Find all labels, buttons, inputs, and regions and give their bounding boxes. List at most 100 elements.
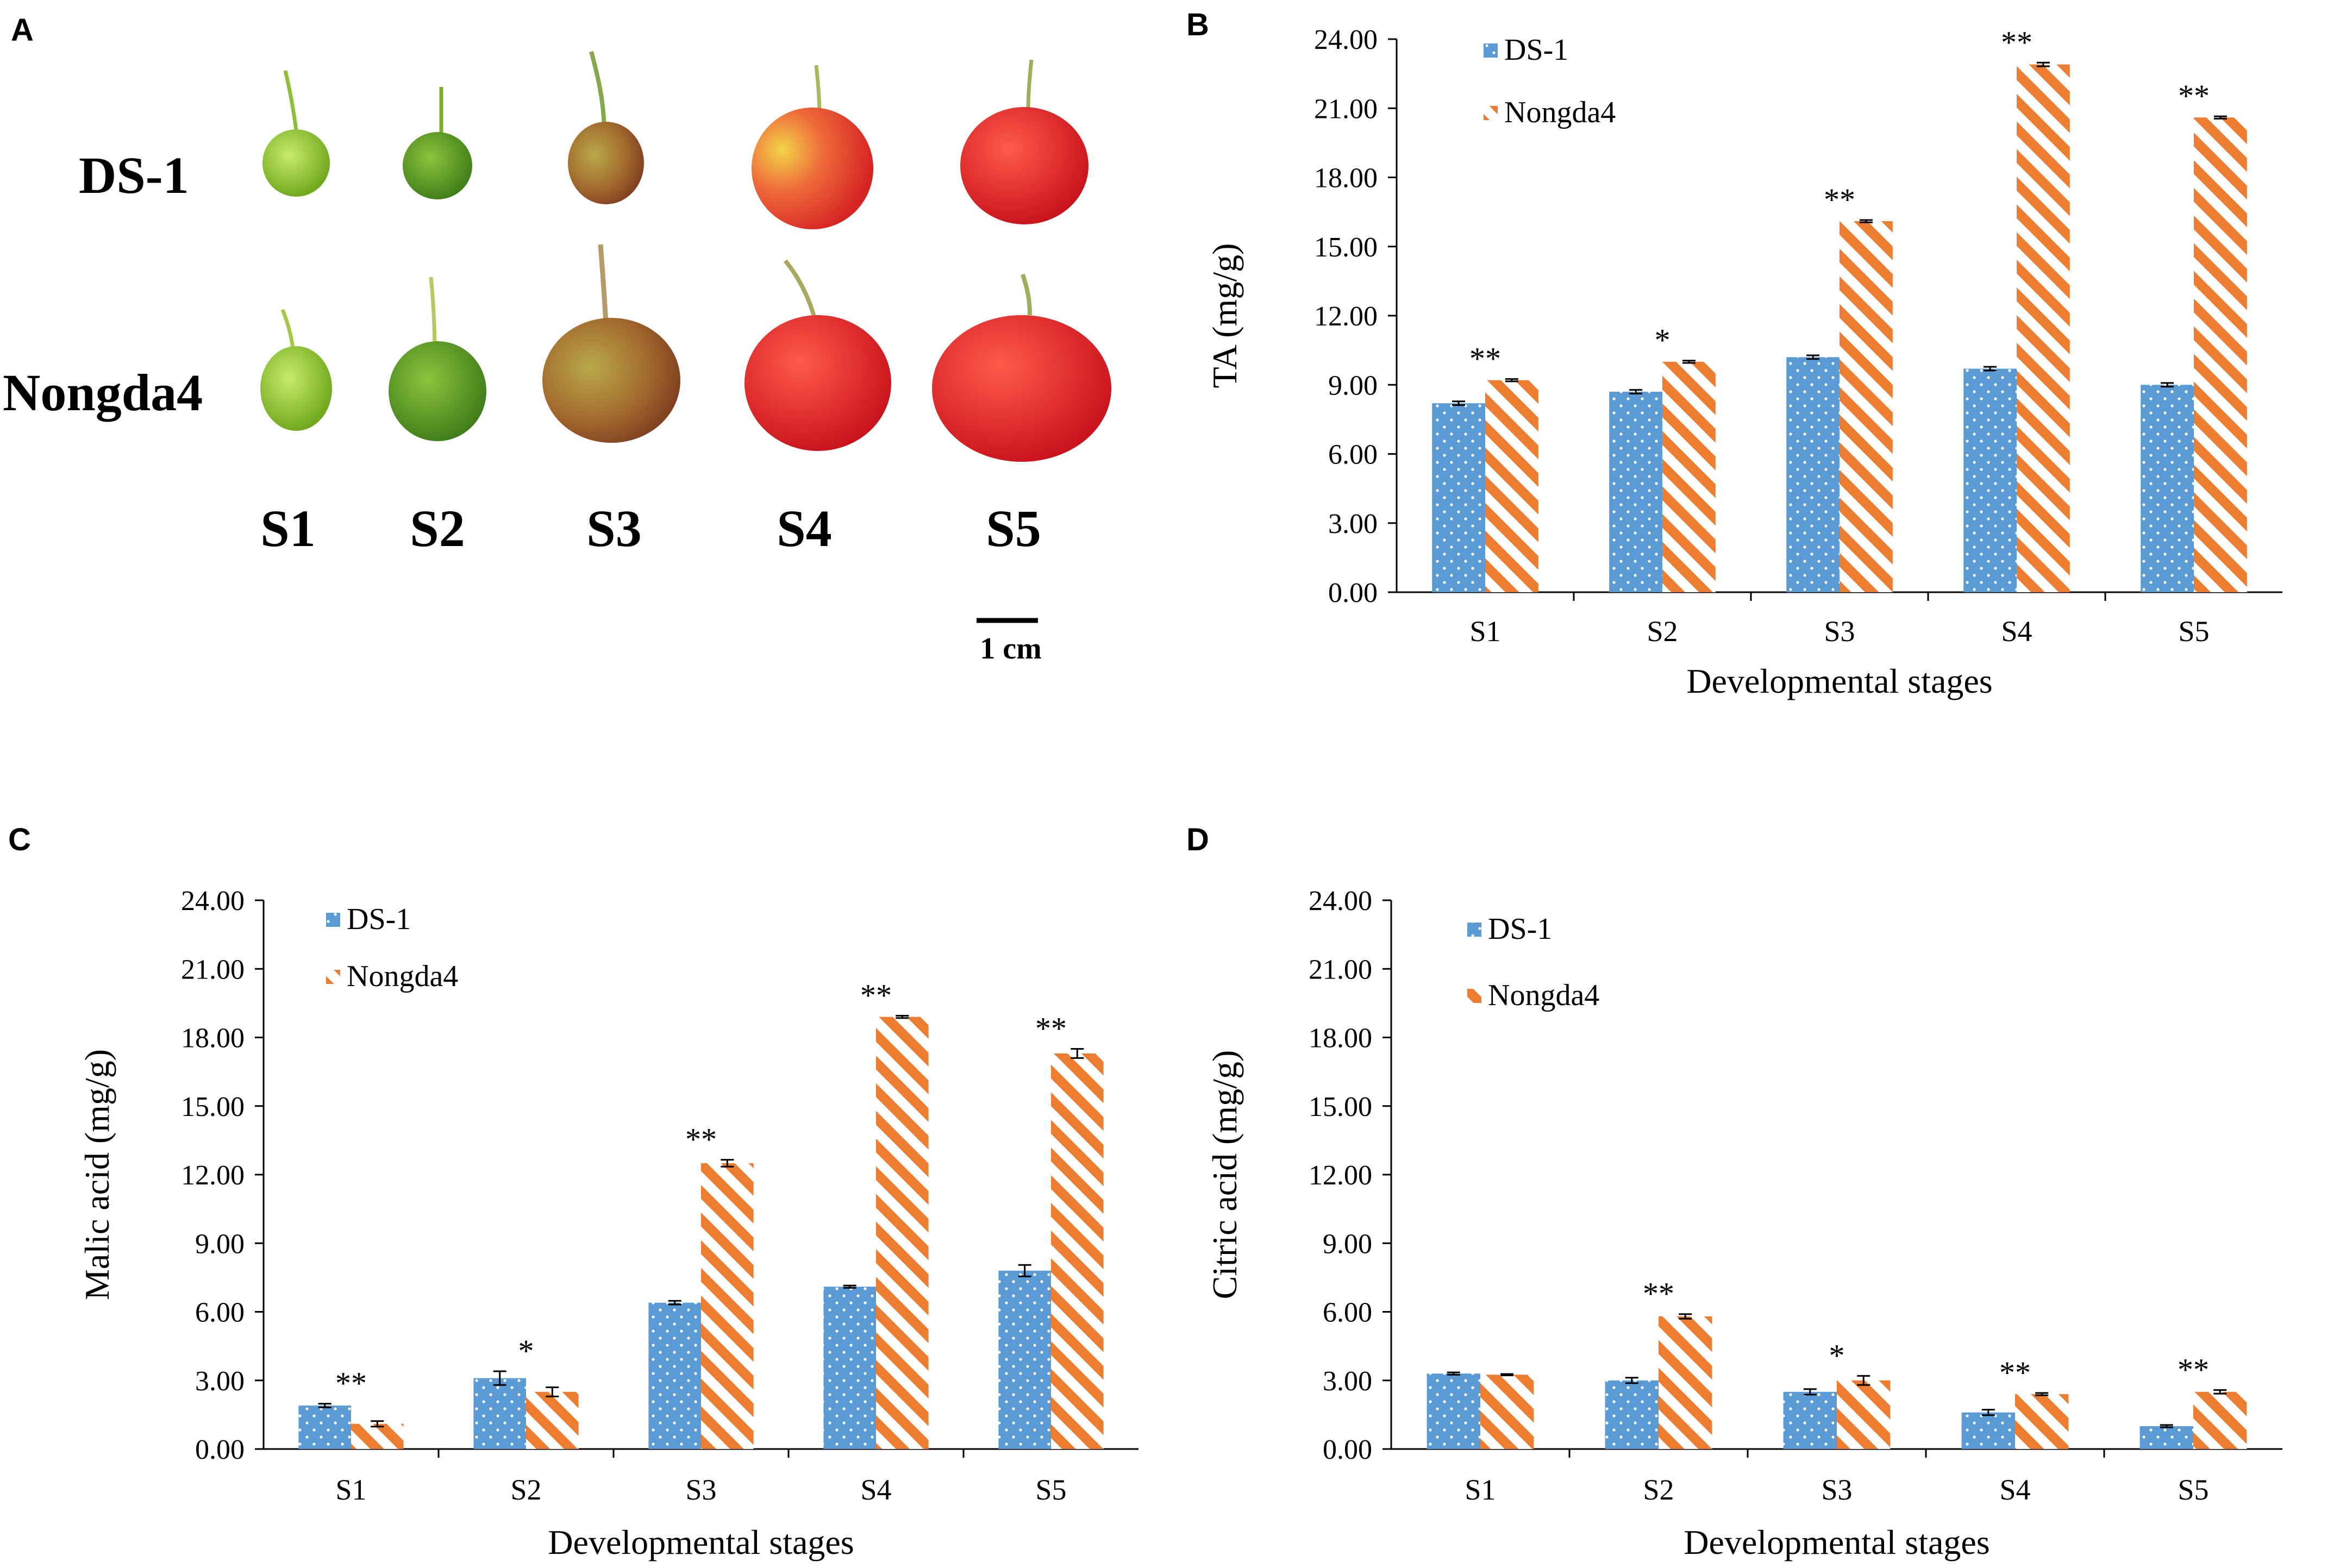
y-tick-label: 6.00 (195, 1297, 245, 1328)
panel-letter-c: C (8, 822, 31, 857)
y-axis-title: Malic acid (mg/g) (78, 1049, 116, 1300)
bar-nongda4-s1 (351, 1423, 404, 1449)
bar-ds1-s5 (2141, 385, 2194, 592)
x-category-label: S4 (2001, 615, 2032, 648)
stage-label-s4: S4 (777, 499, 831, 557)
y-axis-title: TA (mg/g) (1205, 243, 1244, 388)
fruit-nongda4-s2 (389, 277, 486, 441)
legend-label-nongda4: Nongda4 (1488, 979, 1599, 1012)
y-tick-label: 21.00 (1314, 93, 1378, 124)
y-tick-label: 9.00 (195, 1228, 245, 1259)
bar-ds1-s1 (1427, 1373, 1480, 1449)
bar-ds1-s3 (648, 1302, 701, 1449)
bar-nongda4-s4 (2017, 64, 2070, 593)
y-tick-label: 18.00 (1314, 163, 1378, 194)
y-tick-label: 12.00 (1314, 301, 1378, 332)
bar-ds1-s5 (998, 1270, 1051, 1449)
fruit-nongda4-s3 (542, 244, 680, 443)
fruit-nongda4-s1 (260, 309, 332, 431)
y-tick-label: 12.00 (181, 1160, 245, 1191)
row-label-ds1: DS-1 (79, 146, 189, 204)
bar-nongda4-s3 (1840, 221, 1893, 592)
panel-letter-d: D (1186, 822, 1209, 857)
significance-marker: ** (2178, 78, 2210, 114)
bar-ds1-s4 (1963, 368, 2017, 592)
panel-letter-b: B (1186, 7, 1209, 42)
fruit-ds1-s3 (568, 51, 644, 204)
y-tick-label: 15.00 (1309, 1092, 1372, 1122)
bar-ds1-s3 (1783, 1391, 1837, 1449)
bar-ds1-s4 (1961, 1412, 2015, 1449)
bar-nongda4-s2 (526, 1391, 579, 1449)
legend-label-ds1: DS-1 (347, 902, 411, 936)
fruit-ds1-s1 (262, 70, 330, 197)
bar-nongda4-s4 (876, 1017, 929, 1449)
y-axis-title: Citric acid (mg/g) (1205, 1050, 1244, 1300)
significance-marker: ** (2178, 1352, 2209, 1387)
fruit-nongda4-s5 (932, 273, 1111, 462)
x-category-label: S4 (1999, 1473, 2030, 1506)
panel-a-photos: A DS-1 Nongda4 (3, 12, 1111, 666)
x-category-label: S4 (860, 1473, 891, 1506)
legend-label-nongda4: Nongda4 (347, 959, 458, 993)
fruit-ds1-s5 (960, 59, 1088, 224)
panel-letter-a: A (11, 12, 34, 48)
y-tick-label: 15.00 (181, 1092, 245, 1122)
x-axis-title: Developmental stages (1684, 1523, 1990, 1561)
y-tick-label: 18.00 (1309, 1023, 1372, 1054)
bar-ds1-s3 (1786, 357, 1840, 592)
y-tick-label: 18.00 (181, 1023, 245, 1054)
panel-c-malic-acid-chart: C 0.00 3.00 6.00 9.00 12.00 15.00 18.00 21.00 24.… (8, 822, 1138, 1561)
bar-nongda4-s1 (1480, 1375, 1534, 1449)
stage-label-s1: S1 (260, 499, 315, 557)
y-tick-label: 3.00 (1328, 509, 1378, 540)
x-category-label: S5 (2178, 1473, 2209, 1506)
x-category-label: S1 (1465, 1473, 1496, 1506)
legend-label-ds1: DS-1 (1504, 33, 1568, 67)
y-tick-label: 6.00 (1323, 1297, 1372, 1328)
bar-ds1-s1 (298, 1406, 351, 1449)
y-tick-label: 21.00 (1309, 954, 1372, 985)
bar-nongda4-s5 (2194, 117, 2247, 592)
significance-marker: ** (1035, 1011, 1067, 1046)
y-tick-label: 24.00 (1309, 886, 1372, 917)
y-tick-label: 9.00 (1323, 1228, 1372, 1259)
x-category-label: S5 (1035, 1473, 1066, 1506)
x-category-label: S2 (1647, 615, 1678, 648)
bar-ds1-s2 (1609, 391, 1662, 592)
legend-swatch-nongda4 (326, 970, 340, 984)
legend-label-nongda4: Nongda4 (1504, 96, 1616, 129)
bar-ds1-s5 (2139, 1426, 2193, 1449)
legend-swatch-nongda4 (1484, 106, 1498, 120)
significance-marker: * (518, 1333, 534, 1369)
scale-bar-label: 1 cm (980, 632, 1042, 666)
x-category-label: S1 (1469, 615, 1500, 648)
bar-nongda4-s2 (1659, 1316, 1712, 1449)
significance-marker: ** (1469, 341, 1501, 377)
y-tick-label: 0.00 (1328, 578, 1378, 609)
x-category-label: S3 (685, 1473, 716, 1506)
bar-nongda4-s2 (1662, 361, 1716, 592)
legend-swatch-ds1 (326, 913, 340, 927)
significance-marker: * (1655, 323, 1671, 358)
legend-label-ds1: DS-1 (1488, 912, 1552, 946)
panel-b-ta-chart: B 0.00 3.00 6.00 9.00 12.00 15.00 18.00 21.00 24.… (1186, 7, 2282, 700)
legend-swatch-ds1 (1484, 43, 1498, 58)
x-category-label: S1 (335, 1473, 366, 1506)
x-category-label: S2 (510, 1473, 541, 1506)
y-tick-label: 21.00 (181, 954, 245, 985)
bar-nongda4-s4 (2015, 1394, 2069, 1449)
y-tick-label: 0.00 (195, 1434, 245, 1465)
bar-ds1-s2 (473, 1378, 526, 1449)
bar-nongda4-s5 (2193, 1391, 2247, 1449)
bar-nongda4-s1 (1485, 380, 1538, 592)
significance-marker: ** (1643, 1276, 1674, 1312)
significance-marker: ** (335, 1366, 367, 1401)
x-axis-title: Developmental stages (548, 1523, 854, 1561)
legend-swatch-ds1 (1467, 923, 1481, 937)
bar-nongda4-s5 (1051, 1053, 1104, 1449)
bar-ds1-s1 (1432, 403, 1485, 592)
x-category-label: S2 (1643, 1473, 1674, 1506)
bar-ds1-s4 (823, 1287, 876, 1449)
